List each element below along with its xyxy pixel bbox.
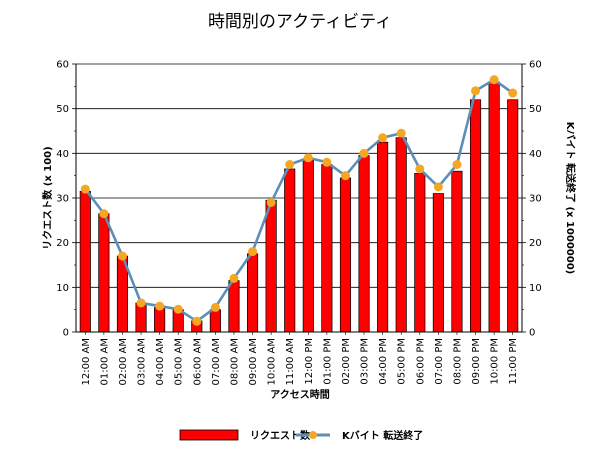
y2-tick-label: 20 [529, 238, 542, 249]
bar [395, 137, 407, 333]
line-point [433, 182, 443, 192]
bar [488, 81, 500, 333]
y2-tick-label: 30 [529, 194, 542, 205]
line-point [396, 128, 406, 138]
y2-tick-label: 40 [529, 149, 542, 160]
line-point [80, 184, 90, 194]
axes [72, 63, 526, 335]
line-point [378, 133, 388, 143]
x-tick-label: 08:00 AM [229, 338, 240, 385]
x-tick-label: 11:00 PM [508, 338, 519, 385]
x-tick-label: 01:00 AM [99, 338, 110, 385]
line-point [173, 304, 183, 314]
bar [358, 155, 370, 333]
y2-tick-label: 10 [529, 283, 542, 294]
grid-lines [76, 63, 522, 288]
line-point [471, 86, 481, 96]
line-point [210, 302, 220, 312]
y-tick-label: 50 [56, 104, 69, 115]
line-point [489, 75, 499, 85]
x-tick-label: 01:00 PM [322, 338, 333, 385]
x-tick-label: 10:00 PM [490, 338, 501, 385]
bar [339, 177, 352, 333]
x-tick-label: 10:00 AM [267, 338, 278, 385]
y-tick-label: 30 [56, 194, 69, 205]
line-point [136, 298, 146, 308]
line-point [99, 209, 109, 219]
bar [321, 164, 333, 333]
bar [432, 193, 444, 333]
chart-title: 時間別のアクティビティ [208, 12, 392, 32]
bar [79, 190, 91, 333]
bar [507, 99, 519, 333]
x-tick-label: 02:00 PM [341, 338, 352, 385]
line-point [303, 153, 313, 163]
legend-bar-label: リクエスト数 [250, 429, 311, 442]
line-point [117, 251, 127, 261]
x-tick-label: 09:00 AM [248, 338, 259, 385]
y-tick-label: 0 [63, 328, 69, 339]
y2-tick-label: 60 [529, 60, 542, 71]
bar [228, 280, 240, 333]
legend-line-label: Kバイト 転送終了 [342, 429, 423, 442]
x-tick-label: 05:00 PM [397, 338, 408, 385]
legend-line-marker [309, 431, 317, 439]
x-tick-label: 06:00 AM [192, 338, 203, 385]
line-point [322, 157, 332, 167]
x-tick-label: 06:00 PM [415, 338, 426, 385]
y2-tick-label: 50 [529, 104, 542, 115]
x-tick-label: 04:00 PM [378, 338, 389, 385]
line-point [285, 160, 295, 169]
x-tick-label: 03:00 AM [137, 338, 148, 385]
line-point [266, 197, 276, 207]
bar [469, 99, 482, 333]
bar [265, 199, 277, 333]
bar [154, 307, 166, 333]
line-point [155, 301, 165, 311]
y-tick-label: 60 [56, 60, 69, 71]
series-line [84, 78, 514, 323]
x-tick-label: 12:00 AM [81, 338, 92, 385]
x-tick-label: 07:00 PM [434, 338, 445, 385]
bar [377, 141, 389, 333]
bar [209, 309, 221, 333]
y2-axis-title: Kバイト 転送終了 (x 1000000) [564, 122, 577, 275]
line-series [80, 75, 518, 326]
y2-tick-label: 0 [529, 328, 535, 339]
line-point [340, 171, 350, 181]
line-point [192, 316, 202, 326]
line-point [508, 88, 518, 98]
x-tick-label: 03:00 PM [360, 338, 371, 385]
y-tick-label: 40 [56, 149, 69, 160]
bar [302, 159, 314, 333]
legend-bar-swatch [179, 429, 239, 441]
bar [414, 173, 426, 333]
legend: リクエスト数 Kバイト 転送終了 [179, 429, 423, 442]
y-tick-label: 10 [56, 283, 69, 294]
bar [98, 213, 110, 333]
line-point [248, 247, 258, 257]
line-point [359, 148, 369, 158]
x-tick-label: 04:00 AM [155, 338, 166, 385]
line-point [415, 164, 425, 174]
x-tick-label: 02:00 AM [118, 338, 129, 385]
x-tick-label: 05:00 AM [174, 338, 185, 385]
tick-labels: 0 0 10 10 20 20 30 30 40 40 50 50 60 60 12:00 AM 01:00 … [56, 60, 541, 386]
x-tick-label: 11:00 AM [285, 338, 296, 385]
x-tick-label: 12:00 PM [304, 338, 315, 385]
bar [246, 253, 259, 333]
bar [451, 170, 463, 333]
line-point [452, 160, 462, 169]
x-axis-title: アクセス時間 [270, 388, 330, 401]
x-tick-label: 09:00 PM [471, 338, 482, 385]
bar-series [79, 81, 519, 333]
bar [284, 168, 296, 333]
line-point [229, 273, 239, 283]
y-tick-label: 20 [56, 238, 69, 249]
x-tick-label: 07:00 AM [211, 338, 222, 385]
y-axis-title: リクエスト数 (x 100) [41, 146, 54, 249]
x-tick-label: 08:00 PM [452, 338, 463, 385]
